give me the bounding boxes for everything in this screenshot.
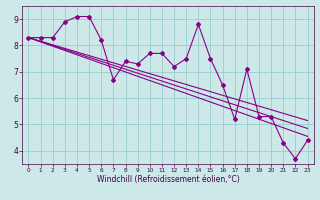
X-axis label: Windchill (Refroidissement éolien,°C): Windchill (Refroidissement éolien,°C) bbox=[97, 175, 239, 184]
